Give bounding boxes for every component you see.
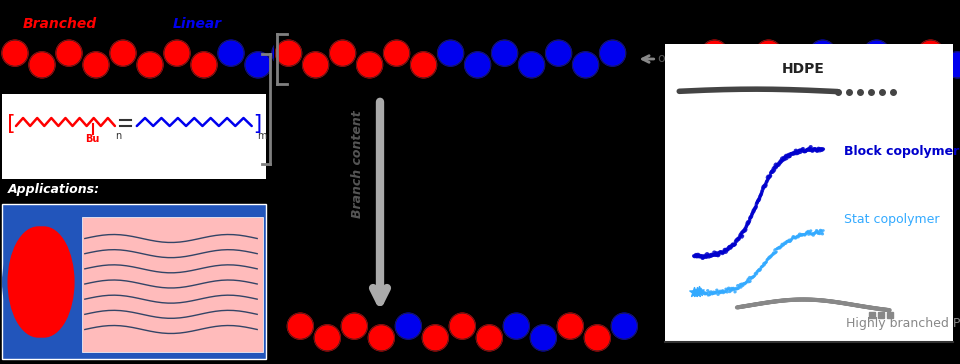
Ellipse shape	[13, 227, 74, 337]
Text: Applications:: Applications:	[8, 182, 100, 195]
Circle shape	[137, 52, 163, 78]
Circle shape	[396, 313, 421, 339]
Circle shape	[29, 52, 55, 78]
Circle shape	[600, 40, 626, 66]
Circle shape	[276, 40, 301, 66]
Point	[686, 289, 702, 295]
Point	[692, 288, 708, 294]
FancyBboxPatch shape	[2, 204, 266, 359]
Circle shape	[545, 40, 571, 66]
Text: or: or	[658, 52, 670, 66]
Text: Bu: Bu	[84, 134, 99, 144]
Circle shape	[530, 325, 557, 351]
Circle shape	[245, 52, 271, 78]
Text: $\mathbf{\eta_{linear}}$: $\mathbf{\eta_{linear}}$	[459, 177, 515, 195]
Circle shape	[411, 52, 437, 78]
Circle shape	[945, 52, 960, 78]
Text: Linear: Linear	[173, 17, 222, 31]
Circle shape	[864, 40, 890, 66]
Circle shape	[836, 52, 863, 78]
Circle shape	[476, 325, 502, 351]
Circle shape	[572, 52, 599, 78]
Circle shape	[2, 40, 28, 66]
Text: m: m	[257, 131, 267, 141]
Circle shape	[326, 40, 352, 66]
Circle shape	[503, 313, 529, 339]
Text: Branch distribution: Branch distribution	[471, 12, 653, 30]
Circle shape	[449, 313, 475, 339]
X-axis label: log(M): log(M)	[781, 346, 836, 361]
Circle shape	[342, 313, 368, 339]
Text: HDPE: HDPE	[781, 62, 825, 76]
Circle shape	[353, 52, 379, 78]
Circle shape	[299, 52, 325, 78]
Circle shape	[287, 313, 313, 339]
Ellipse shape	[9, 227, 68, 337]
Circle shape	[302, 52, 328, 78]
Circle shape	[438, 40, 464, 66]
Circle shape	[380, 40, 406, 66]
Circle shape	[422, 325, 448, 351]
Circle shape	[585, 325, 611, 351]
Circle shape	[384, 40, 410, 66]
Circle shape	[407, 52, 433, 78]
Text: [: [	[4, 114, 17, 134]
Circle shape	[164, 40, 190, 66]
Text: n: n	[115, 131, 121, 141]
Ellipse shape	[3, 237, 46, 327]
Circle shape	[518, 52, 544, 78]
Text: Block copolymer: Block copolymer	[844, 145, 959, 158]
Circle shape	[369, 325, 395, 351]
Circle shape	[272, 40, 298, 66]
Circle shape	[702, 40, 728, 66]
Circle shape	[191, 52, 217, 78]
Circle shape	[612, 313, 637, 339]
Circle shape	[83, 52, 109, 78]
Text: Highly branched PE: Highly branched PE	[847, 317, 960, 330]
Text: $\mathbf{\eta_{SCB}}$: $\mathbf{\eta_{SCB}}$	[466, 145, 508, 163]
Text: ]: ]	[252, 114, 265, 134]
Text: Stat copolymer: Stat copolymer	[844, 213, 939, 226]
Point	[689, 289, 705, 294]
Text: Branched: Branched	[23, 17, 97, 31]
Circle shape	[809, 40, 835, 66]
Circle shape	[314, 325, 341, 351]
Circle shape	[918, 40, 944, 66]
FancyBboxPatch shape	[2, 94, 266, 179]
Circle shape	[110, 40, 136, 66]
FancyBboxPatch shape	[82, 217, 263, 352]
Circle shape	[465, 52, 491, 78]
Circle shape	[891, 52, 917, 78]
Circle shape	[558, 313, 584, 339]
Circle shape	[729, 52, 755, 78]
Circle shape	[218, 40, 244, 66]
Text: Branch content: Branch content	[351, 110, 365, 218]
Circle shape	[56, 40, 82, 66]
Circle shape	[756, 40, 781, 66]
Circle shape	[492, 40, 517, 66]
Circle shape	[782, 52, 808, 78]
Circle shape	[356, 52, 383, 78]
Circle shape	[329, 40, 355, 66]
